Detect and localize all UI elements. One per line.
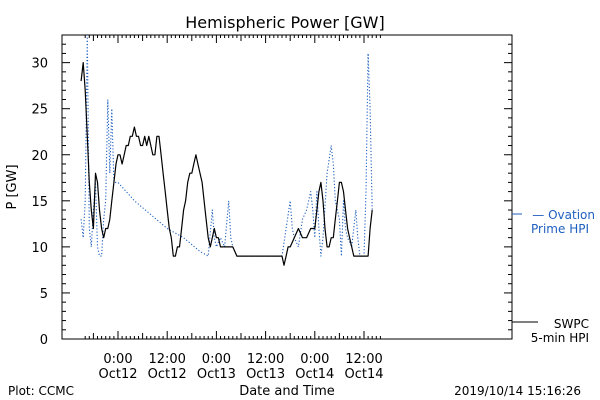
x-tick-date-label: Oct13 — [197, 367, 236, 382]
x-tick-time-label: 12:00 — [345, 352, 382, 367]
swpc-legend-line1: SWPC — [554, 317, 589, 331]
x-tick-time-label: 12:00 — [148, 352, 185, 367]
x-tick-time-label: 0:00 — [103, 352, 132, 367]
x-tick-date-label: Oct12 — [148, 367, 187, 382]
y-tick-label: 0 — [40, 333, 48, 348]
ovation-legend-line2: Prime HPI — [531, 222, 589, 236]
x-axis-ticks: 0:00Oct1212:00Oct120:00Oct1312:00Oct130:… — [84, 35, 384, 382]
y-tick-label: 5 — [40, 287, 48, 302]
x-tick-date-label: Oct14 — [295, 367, 334, 382]
y-axis-ticks: 0 5 10 15 20 25 30 — [31, 43, 512, 348]
y-axis-label: P [GW] — [5, 164, 20, 209]
y-tick-label: 25 — [31, 103, 48, 118]
plot-timestamp: 2019/10/14 15:16:26 — [454, 384, 581, 398]
chart-title: Hemispheric Power [GW] — [185, 13, 384, 32]
y-tick-label: 15 — [31, 195, 48, 210]
plot-credit: Plot: CCMC — [8, 384, 74, 398]
series-layer — [80, 35, 373, 266]
x-tick-date-label: Oct14 — [344, 367, 383, 382]
x-tick-time-label: 0:00 — [202, 352, 231, 367]
y-tick-label: 10 — [31, 241, 48, 256]
plot-frame — [61, 34, 513, 340]
x-tick-time-label: 12:00 — [247, 352, 284, 367]
x-tick-date-label: Oct12 — [98, 367, 137, 382]
x-tick-time-label: 0:00 — [300, 352, 329, 367]
ovation-prime-hpi-line — [80, 35, 373, 257]
ovation-legend-line1: — Ovation — [532, 208, 595, 222]
x-tick-date-label: Oct13 — [246, 367, 285, 382]
y-tick-label: 30 — [31, 57, 48, 72]
y-tick-label: 20 — [31, 149, 48, 164]
x-axis-label: Date and Time — [239, 384, 335, 399]
swpc-hpi-line — [80, 61, 373, 266]
plot-area-border — [61, 34, 513, 340]
swpc-legend-line2: 5-min HPI — [531, 331, 589, 345]
